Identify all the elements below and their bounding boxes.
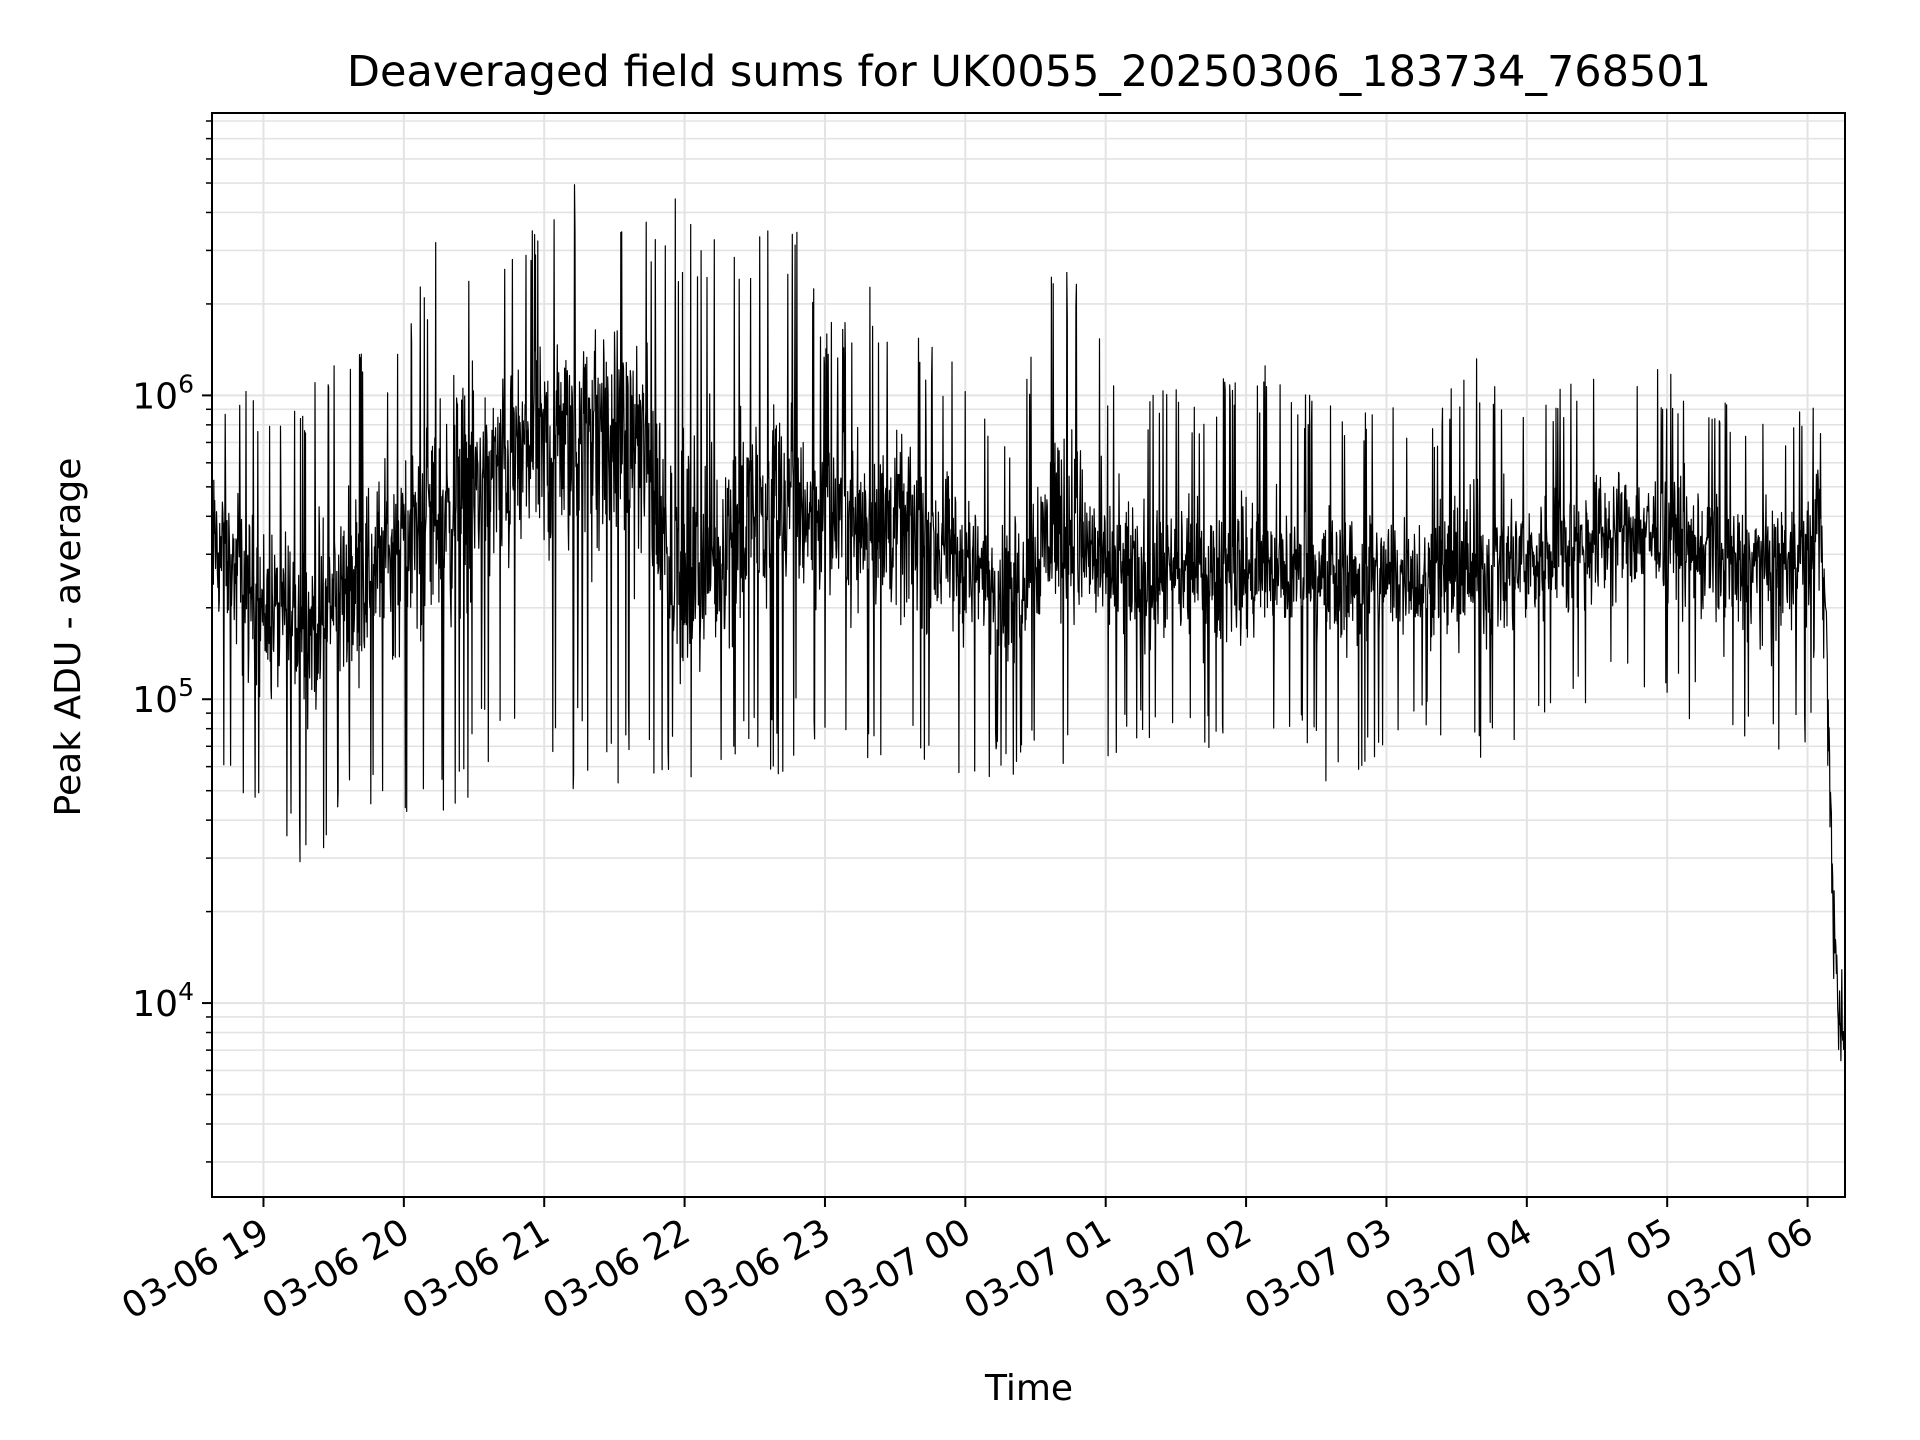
y-tick-exponent: 6 xyxy=(178,369,194,398)
y-tick-base: 10 xyxy=(132,984,178,1025)
chart-title: Deaveraged field sums for UK0055_2025030… xyxy=(347,47,1711,97)
grid xyxy=(212,113,1845,1197)
plot-frame xyxy=(211,112,1846,1198)
y-tick-base: 10 xyxy=(132,680,178,721)
y-tick-label: 105 xyxy=(132,673,194,721)
series-line xyxy=(211,184,1846,1062)
y-tick-label: 106 xyxy=(132,369,194,417)
y-axis-label: Peak ADU - average xyxy=(48,458,89,817)
y-tick-base: 10 xyxy=(132,376,178,417)
y-tick-exponent: 5 xyxy=(178,673,194,702)
x-axis-label: Time xyxy=(984,1368,1073,1409)
y-tick-exponent: 4 xyxy=(178,977,194,1006)
y-tick-label: 104 xyxy=(132,977,194,1025)
plot-line xyxy=(211,184,1846,1062)
